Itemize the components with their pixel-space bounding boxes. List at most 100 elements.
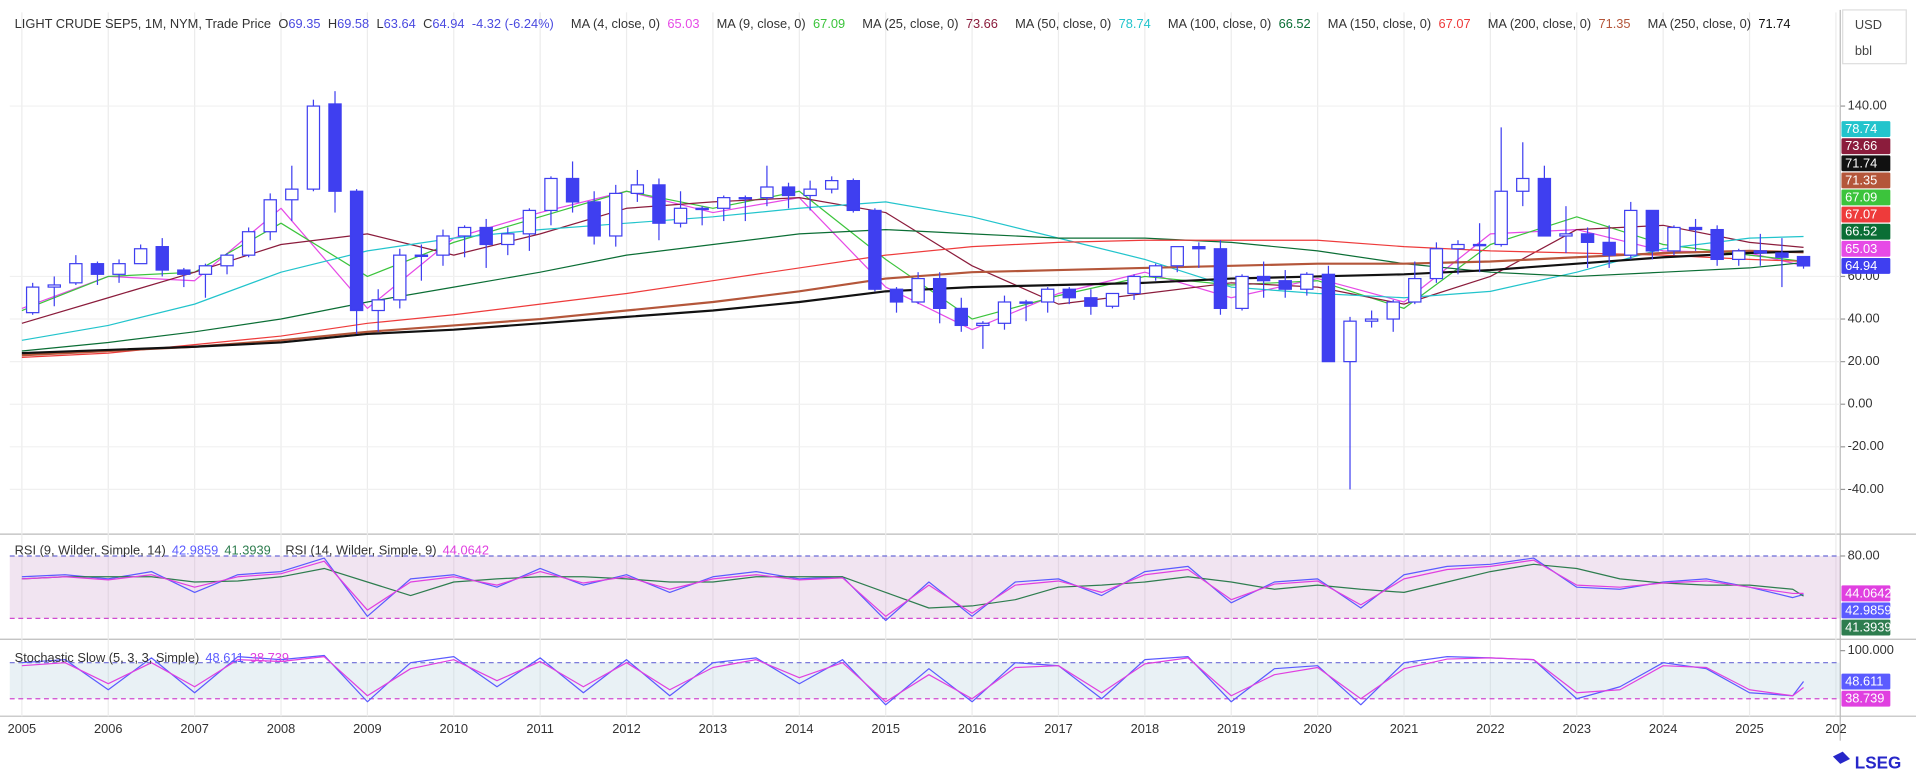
x-tick-label: 2008 — [267, 721, 296, 736]
x-tick-label: 2017 — [1044, 721, 1073, 736]
candle-body — [1494, 190, 1508, 246]
candle-body — [263, 199, 277, 233]
candle-body — [1062, 288, 1076, 299]
value-tag — [1841, 155, 1891, 172]
y-tick-label: 140.00 — [1848, 97, 1887, 112]
x-tick-label: 2006 — [94, 721, 123, 736]
candle-body — [1127, 275, 1141, 295]
indicator-line — [21, 249, 1804, 357]
candle-body — [868, 209, 882, 290]
x-tick-label: 202 — [1825, 721, 1846, 736]
value-tag-label: 73.66 — [1845, 138, 1877, 153]
indicator-value: 44.0642 — [443, 543, 489, 558]
candle-body — [673, 207, 688, 224]
candle-body — [695, 207, 709, 211]
value-tag — [1841, 585, 1891, 602]
candle-body — [1451, 243, 1465, 250]
indicator-name: Stochastic Slow (5, 3, 3, Simple) — [15, 650, 200, 665]
x-tick-label: 2011 — [526, 721, 554, 736]
candle-body — [1019, 301, 1033, 304]
indicator-line — [21, 228, 1804, 352]
legend-value: 71.74 — [1758, 16, 1790, 31]
x-tick-label: 2023 — [1562, 721, 1591, 736]
x-tick-label: 2005 — [8, 721, 37, 736]
candle-body — [1516, 177, 1530, 192]
legend-value: 78.74 — [1119, 16, 1151, 31]
indicator-line — [21, 197, 1804, 324]
value-tag-label: 66.52 — [1845, 224, 1877, 239]
candle-body — [846, 179, 861, 212]
candle-body — [1040, 288, 1055, 303]
candle-body — [1192, 246, 1206, 250]
candle-body — [393, 254, 407, 301]
indicator-line — [21, 201, 1804, 341]
background-layer — [9, 12, 1846, 717]
candle-body — [285, 188, 299, 201]
candle-body — [760, 186, 774, 199]
ohlc-letter: L — [377, 16, 384, 31]
candle-body — [1796, 255, 1811, 267]
candle-body — [824, 179, 839, 190]
value-tag — [1841, 172, 1891, 189]
value-tag — [1841, 619, 1891, 636]
legend-name: MA (4, close, 0) — [571, 16, 660, 31]
candle-body — [587, 201, 601, 237]
candle-body — [112, 263, 126, 275]
candle-body — [1170, 246, 1184, 267]
x-tick-label: 2009 — [353, 721, 382, 736]
value-tag-label: 48.611 — [1845, 674, 1883, 689]
candle-body — [198, 265, 213, 275]
change-label: -4.32 (-6.24%) — [472, 16, 554, 31]
indicator-line — [21, 656, 1804, 703]
candle-body — [69, 263, 83, 284]
y-tick-label: 40.00 — [1848, 310, 1880, 325]
candle-body — [1472, 243, 1487, 247]
x-tick-label: 2018 — [1131, 721, 1160, 736]
value-tag-label: 44.0642 — [1845, 585, 1891, 600]
legend-value: 71.35 — [1598, 16, 1630, 31]
candle-body — [328, 103, 342, 192]
value-tag — [1841, 223, 1891, 240]
x-tick-label: 2020 — [1303, 721, 1332, 736]
value-tag — [1841, 257, 1891, 274]
x-tick-label: 2010 — [440, 721, 469, 736]
candle-body — [155, 246, 169, 271]
candle-body — [1645, 209, 1660, 252]
candle-body — [1300, 273, 1314, 290]
legend-value: 66.52 — [1279, 16, 1311, 31]
x-tick-label: 2025 — [1735, 721, 1764, 736]
indicator-name: RSI (9, Wilder, Simple, 14) — [15, 543, 166, 558]
ohlc-value: 63.64 — [384, 16, 416, 31]
candle-body — [1602, 241, 1616, 256]
candle-body — [479, 226, 493, 246]
legend-value: 73.66 — [966, 16, 998, 31]
y-tick-label: 20.00 — [1848, 353, 1880, 368]
ohlc-letter: H — [328, 16, 337, 31]
x-tick-label: 2022 — [1476, 721, 1505, 736]
candle-body — [241, 231, 256, 256]
indicator-line — [21, 239, 1804, 358]
ohlc-value: 64.94 — [432, 16, 464, 31]
ohlc-letter: O — [278, 16, 288, 31]
x-tick-label: 2019 — [1217, 721, 1246, 736]
value-tag-label: 41.3939 — [1845, 620, 1891, 635]
candle-body — [1559, 233, 1573, 237]
unit-box — [1842, 9, 1907, 65]
indicator-value: 38.739 — [250, 650, 289, 665]
value-tag-label: 78.74 — [1845, 121, 1877, 136]
x-tick-label: 2016 — [958, 721, 987, 736]
candle-body — [889, 288, 904, 303]
indicator-value: 42.9859 — [172, 543, 218, 558]
candle-body — [1688, 226, 1703, 231]
candle-body — [717, 197, 731, 209]
candle-body — [306, 105, 321, 190]
indicator-value: 41.3939 — [224, 543, 270, 558]
candle-body — [1278, 280, 1292, 290]
value-tag — [1841, 673, 1891, 690]
candle-body — [781, 186, 796, 197]
candle-body — [1321, 273, 1336, 363]
candle-body — [932, 277, 947, 309]
y-tick-label: -20.00 — [1848, 438, 1884, 453]
candle-body — [803, 188, 817, 197]
y-tick-label: 80.00 — [1848, 547, 1880, 562]
